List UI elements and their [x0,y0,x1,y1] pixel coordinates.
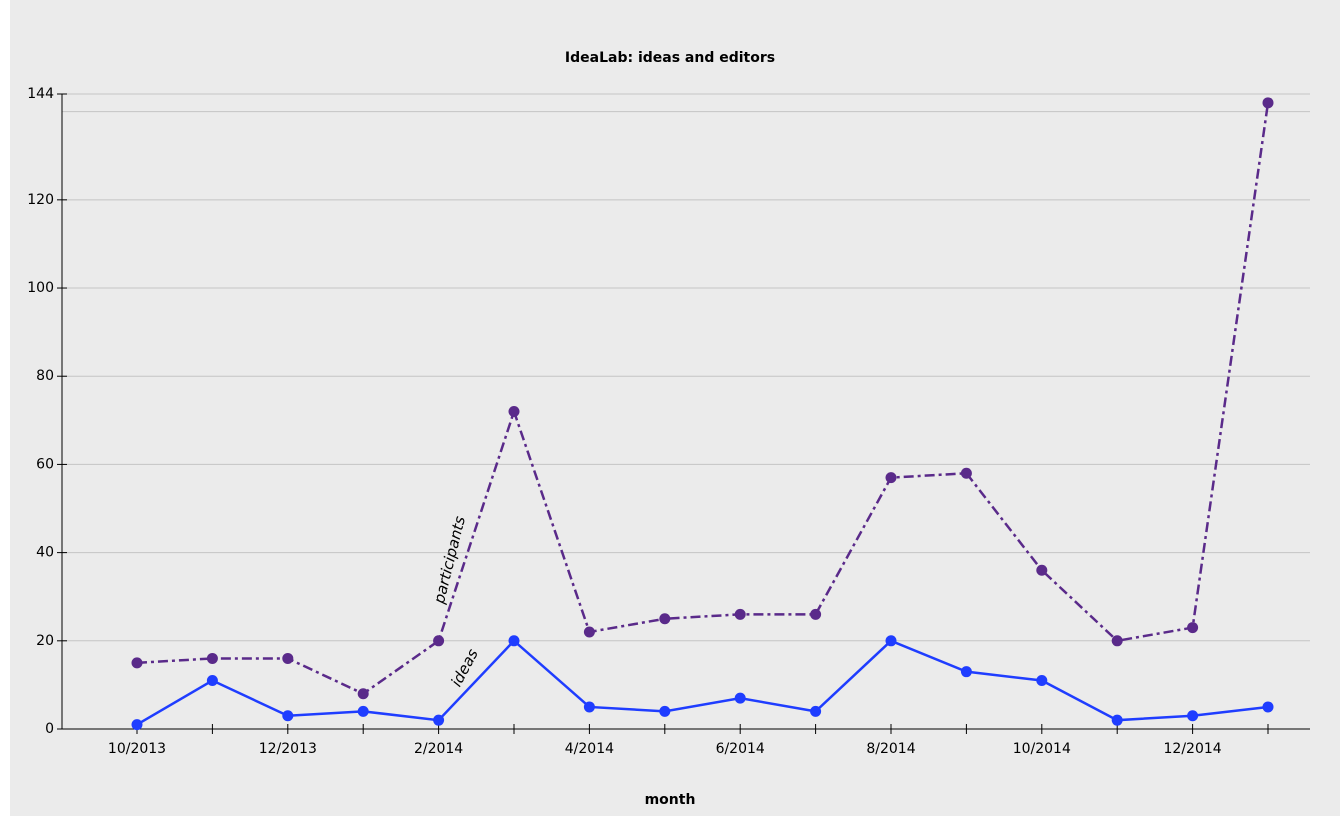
y-tick-label: 144 [27,86,54,102]
series-line [136,102,1270,696]
point [960,467,972,479]
x-tick-label: 8/2014 [866,741,915,757]
point [734,608,746,620]
point [357,705,369,717]
point [810,705,822,717]
point [960,666,972,678]
point [508,635,520,647]
point [1262,701,1274,713]
point [583,701,595,713]
chart-title: IdeaLab: ideas and editors [565,50,775,66]
point [282,710,294,722]
x-tick-label: 10/2014 [1013,741,1071,757]
y-tick-label: 0 [45,721,54,737]
y-tick-label: 80 [36,368,54,384]
point [1187,710,1199,722]
point [282,652,294,664]
point [206,652,218,664]
x-tick-label: 2/2014 [414,741,463,757]
point [734,692,746,704]
point [357,688,369,700]
point [1111,635,1123,647]
point [583,626,595,638]
series-line [136,639,1269,726]
x-tick-label: 12/2014 [1164,741,1222,757]
point [659,705,671,717]
point [885,472,897,484]
point [885,635,897,647]
point [131,657,143,669]
point [433,714,445,726]
point [1111,714,1123,726]
point [1036,564,1048,576]
point [659,613,671,625]
y-tick-label: 120 [27,192,54,208]
point [131,719,143,731]
point [1262,97,1274,109]
x-axis-label: month [645,792,696,808]
x-tick-label: 10/2013 [108,741,166,757]
y-tick-label: 40 [36,545,54,561]
x-tick-label: 6/2014 [716,741,765,757]
point [508,406,520,417]
x-tick-label: 4/2014 [565,741,614,757]
point [1187,622,1199,634]
y-tick-label: 60 [36,456,54,472]
point [1036,674,1048,686]
background [10,0,1340,816]
y-tick-label: 100 [27,280,54,296]
point [810,608,822,620]
x-tick-label: 12/2013 [259,741,317,757]
point [206,674,218,686]
point [433,635,445,647]
y-tick-label: 20 [36,633,54,649]
